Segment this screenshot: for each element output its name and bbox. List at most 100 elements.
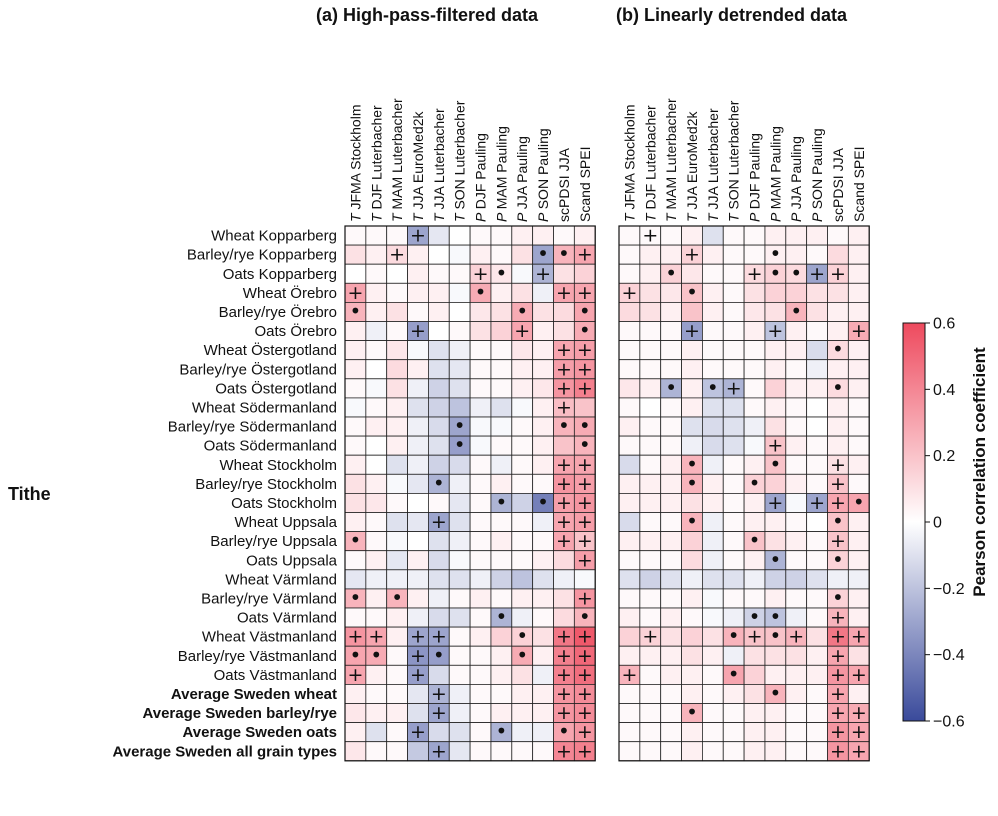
heatmap-cell <box>365 492 388 513</box>
heatmap-cell <box>490 340 513 361</box>
row-label: Barley/rye Örebro <box>219 303 337 321</box>
heatmap-cell <box>365 607 388 628</box>
heatmap-cell <box>365 569 388 590</box>
heatmap-cell <box>511 473 534 494</box>
heatmap-cell <box>427 359 450 380</box>
heatmap-cell <box>702 531 724 552</box>
heatmap-cell <box>427 569 450 590</box>
significance-marker: + <box>830 492 846 514</box>
heatmap-cell <box>785 359 808 380</box>
significance-marker: + <box>431 702 447 724</box>
heatmap-cell <box>427 340 450 361</box>
significance-marker: + <box>473 263 489 285</box>
heatmap-cell <box>532 550 554 571</box>
heatmap-cell <box>386 340 408 361</box>
heatmap-cell <box>764 397 787 418</box>
heatmap-cell <box>386 282 408 303</box>
significance-marker: + <box>556 530 572 552</box>
heatmap-cell <box>806 722 828 743</box>
heatmap-cell <box>618 703 641 724</box>
heatmap-cell <box>743 359 766 380</box>
row-label: Oats Örebro <box>254 322 337 340</box>
significance-marker: + <box>577 626 593 648</box>
heatmap-cell <box>365 664 388 685</box>
heatmap-cell <box>743 703 766 724</box>
heatmap-cell <box>618 378 641 399</box>
heatmap-cell <box>386 378 408 399</box>
heatmap-cell <box>764 378 787 399</box>
heatmap-cell <box>407 741 429 762</box>
heatmap-cell <box>448 588 471 609</box>
heatmap-cell <box>386 550 408 571</box>
significance-marker: • <box>391 585 403 609</box>
heatmap-cell <box>785 664 808 685</box>
heatmap-cell <box>386 359 408 380</box>
heatmap-cell <box>553 301 575 322</box>
heatmap-cell <box>618 626 641 647</box>
heatmap-cell <box>722 703 745 724</box>
heatmap-cell <box>448 512 471 533</box>
heatmap-cell <box>490 626 513 647</box>
heatmap-cell <box>660 645 682 666</box>
heatmap-cell <box>660 416 682 437</box>
heatmap-cell <box>407 340 429 361</box>
heatmap-cell <box>806 588 828 609</box>
heatmap-cell <box>639 531 662 552</box>
heatmap-cell <box>702 416 724 437</box>
heatmap-cell <box>743 225 766 246</box>
y-group-label: Tithe <box>8 484 51 504</box>
heatmap-cell <box>722 435 745 456</box>
heatmap-cell <box>806 244 828 265</box>
column-label: T SON Luterbacher <box>452 100 468 222</box>
heatmap-cell <box>386 607 408 628</box>
heatmap-cell <box>847 416 870 437</box>
heatmap-cell <box>639 282 662 303</box>
heatmap-cell <box>386 397 408 418</box>
heatmap-cell <box>764 645 787 666</box>
heatmap-cell <box>427 607 450 628</box>
heatmap-cell <box>639 301 662 322</box>
significance-marker: + <box>410 225 426 247</box>
heatmap-cell <box>407 263 429 284</box>
significance-marker: • <box>370 643 382 667</box>
heatmap-cell <box>448 569 471 590</box>
significance-marker: • <box>832 375 844 399</box>
heatmap-cell <box>532 301 554 322</box>
heatmap-cell <box>365 435 388 456</box>
heatmap-cell <box>532 397 554 418</box>
heatmap-cell <box>532 626 554 647</box>
heatmap-cell <box>407 301 429 322</box>
significance-marker: + <box>431 626 447 648</box>
heatmap-cell <box>407 684 429 704</box>
heatmap-cell <box>386 435 408 456</box>
heatmap-cell <box>386 454 408 475</box>
heatmap-cell <box>722 416 745 437</box>
heatmap-cell <box>511 225 534 246</box>
heatmap-cell <box>847 397 870 418</box>
heatmap-cell <box>660 492 682 513</box>
significance-marker: + <box>556 454 572 476</box>
column-label: scPDSI JJA <box>556 147 572 222</box>
significance-marker: + <box>556 377 572 399</box>
heatmap-cell <box>722 569 745 590</box>
heatmap-cell <box>639 741 662 762</box>
colorbar-tick-label: −0.6 <box>933 714 965 731</box>
heatmap-cell <box>702 703 724 724</box>
heatmap-cell <box>469 454 492 475</box>
heatmap-cell <box>448 741 471 762</box>
heatmap-cell <box>511 244 534 265</box>
heatmap-cell <box>469 301 492 322</box>
significance-marker: • <box>350 299 362 323</box>
heatmap-cell <box>639 321 662 342</box>
heatmap-cell <box>365 722 388 743</box>
heatmap-cell <box>553 550 575 571</box>
significance-marker: + <box>577 511 593 533</box>
heatmap-cell <box>469 626 492 647</box>
heatmap-cell <box>365 454 388 475</box>
heatmap-cell <box>806 703 828 724</box>
heatmap-cell <box>806 607 828 628</box>
heatmap-cell <box>806 416 828 437</box>
significance-marker: • <box>832 547 844 571</box>
heatmap-cell <box>639 435 662 456</box>
heatmap-cell <box>469 378 492 399</box>
